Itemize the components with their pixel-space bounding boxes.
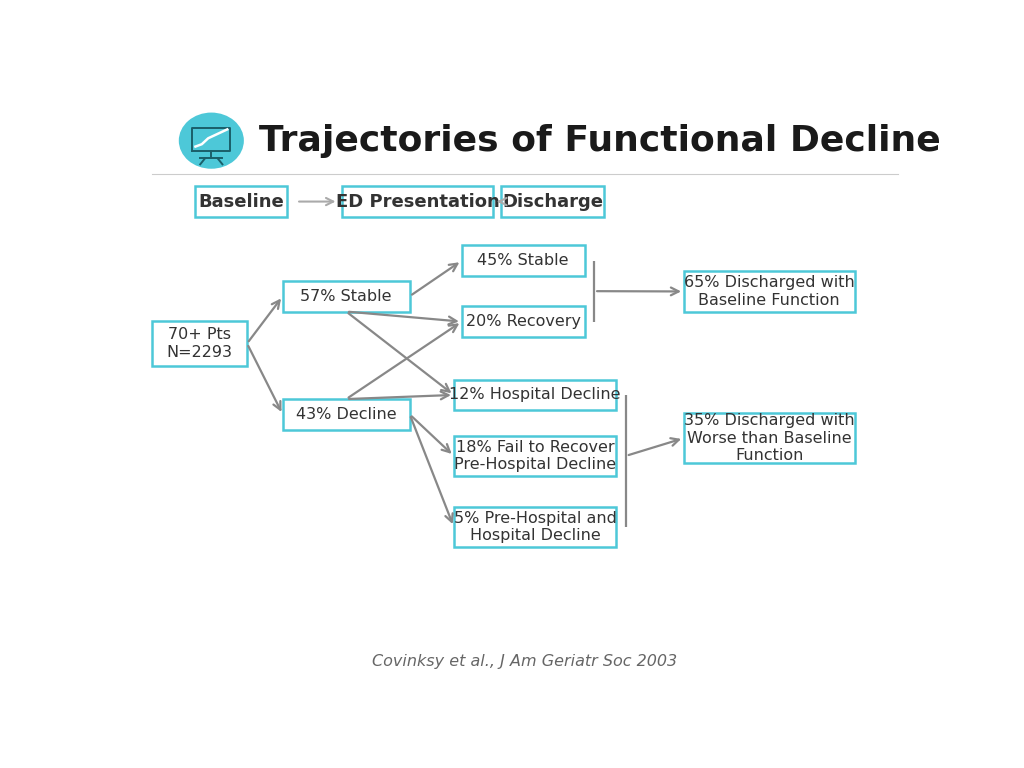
Text: 20% Recovery: 20% Recovery: [466, 314, 581, 329]
FancyBboxPatch shape: [283, 281, 410, 312]
FancyBboxPatch shape: [684, 413, 855, 463]
FancyBboxPatch shape: [462, 245, 585, 276]
Text: Covinksy et al., J Am Geriatr Soc 2003: Covinksy et al., J Am Geriatr Soc 2003: [373, 654, 677, 669]
Text: 18% Fail to Recover
Pre-Hospital Decline: 18% Fail to Recover Pre-Hospital Decline: [454, 439, 616, 472]
FancyBboxPatch shape: [152, 321, 247, 366]
Text: 5% Pre-Hospital and
Hospital Decline: 5% Pre-Hospital and Hospital Decline: [454, 511, 616, 543]
Ellipse shape: [179, 113, 244, 169]
FancyBboxPatch shape: [454, 435, 616, 476]
Text: Baseline: Baseline: [199, 193, 284, 210]
Text: Discharge: Discharge: [502, 193, 603, 210]
Text: 43% Decline: 43% Decline: [296, 407, 396, 422]
Text: ED Presentation: ED Presentation: [336, 193, 500, 210]
Text: 35% Discharged with
Worse than Baseline
Function: 35% Discharged with Worse than Baseline …: [684, 413, 855, 463]
Text: 65% Discharged with
Baseline Function: 65% Discharged with Baseline Function: [684, 275, 855, 308]
Text: 12% Hospital Decline: 12% Hospital Decline: [450, 387, 621, 402]
FancyBboxPatch shape: [501, 186, 604, 217]
FancyBboxPatch shape: [454, 379, 616, 410]
Text: 57% Stable: 57% Stable: [300, 289, 392, 303]
Text: Trajectories of Functional Decline: Trajectories of Functional Decline: [259, 124, 941, 157]
Text: 70+ Pts
N=2293: 70+ Pts N=2293: [167, 327, 232, 359]
FancyBboxPatch shape: [454, 507, 616, 547]
FancyBboxPatch shape: [684, 271, 855, 312]
FancyBboxPatch shape: [462, 306, 585, 337]
FancyBboxPatch shape: [196, 186, 287, 217]
FancyBboxPatch shape: [342, 186, 494, 217]
Text: 45% Stable: 45% Stable: [477, 253, 569, 268]
FancyBboxPatch shape: [283, 399, 410, 430]
